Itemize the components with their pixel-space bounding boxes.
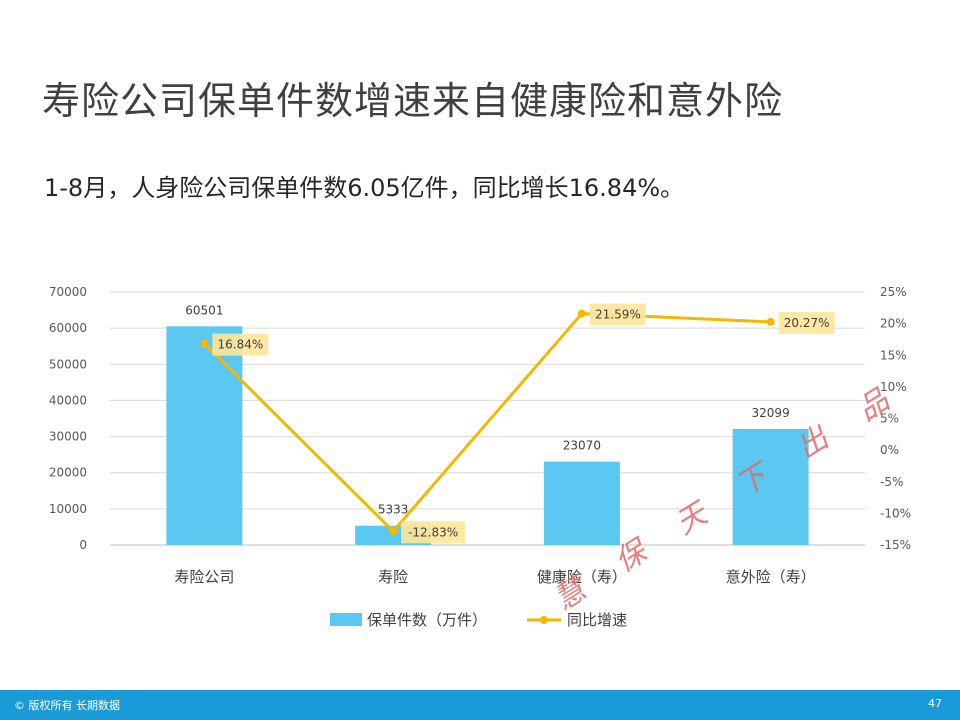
series-line [203, 312, 771, 534]
line-label-box [212, 333, 269, 356]
line-label-box [778, 311, 835, 334]
y-left-tick-label: 40000 [49, 393, 87, 407]
bar [732, 428, 809, 545]
y-right-tick-label: 25% [880, 285, 907, 299]
y-right-tick-label: 20% [880, 317, 907, 331]
x-tick-label: 健康险（寿） [537, 568, 627, 586]
y-right-tick-label: 5% [880, 412, 899, 426]
y-left-tick-label: 70000 [49, 285, 87, 299]
line-point [766, 317, 775, 326]
line-value-label: 16.84% [217, 338, 263, 352]
y-left-tick-label: 10000 [49, 502, 87, 516]
x-tick-label: 意外险（寿） [726, 568, 816, 586]
line-value-label: -12.83% [408, 525, 458, 539]
legend-marker-line [540, 616, 548, 624]
bar-value-label: 60501 [185, 303, 223, 317]
slide-title: 寿险公司保单件数增速来自健康险和意外险 [42, 79, 784, 123]
line-label-box [401, 521, 466, 544]
line-value-label: 20.27% [784, 316, 830, 330]
y-left-tick-label: 50000 [49, 357, 87, 371]
legend-swatch-bar [330, 613, 362, 626]
footer-bar: © 版权所有 长期数据 47 [0, 690, 960, 720]
legend-label-line: 同比增速 [567, 611, 627, 629]
y-right-tick-label: 15% [880, 348, 907, 362]
bar [543, 461, 620, 545]
line-point [200, 339, 209, 348]
bar [166, 326, 243, 545]
copyright-text: © 版权所有 长期数据 [14, 699, 120, 712]
y-right-tick-label: -5% [880, 475, 903, 489]
slide-subtitle: 1-8月，人身险公司保单件数6.05亿件，同比增长16.84%。 [44, 174, 685, 202]
line-value-label: 21.59% [595, 308, 641, 322]
y-right-tick-label: 0% [880, 443, 899, 457]
y-left-tick-label: 20000 [49, 466, 87, 480]
bar-value-label: 32099 [752, 406, 790, 420]
line-label-box [589, 303, 646, 326]
legend-label-bar: 保单件数（万件） [367, 611, 487, 629]
y-left-tick-label: 60000 [49, 321, 87, 335]
y-right-tick-label: -15% [880, 538, 911, 552]
bar-value-label: 5333 [378, 503, 409, 517]
y-left-tick-label: 0 [79, 538, 87, 552]
x-tick-label: 寿险 [378, 568, 408, 586]
page-number: 47 [928, 697, 942, 710]
x-tick-label: 寿险公司 [174, 568, 234, 586]
combo-chart: 0 10000 20000 30000 40000 50000 60000 70000 -15%… [49, 285, 911, 629]
y-right-tick-label: 10% [880, 380, 907, 394]
line-point [389, 527, 398, 536]
y-right-tick-label: -10% [880, 506, 911, 520]
bar-value-label: 23070 [563, 439, 601, 453]
line-point [577, 309, 586, 318]
y-left-tick-label: 30000 [49, 430, 87, 444]
